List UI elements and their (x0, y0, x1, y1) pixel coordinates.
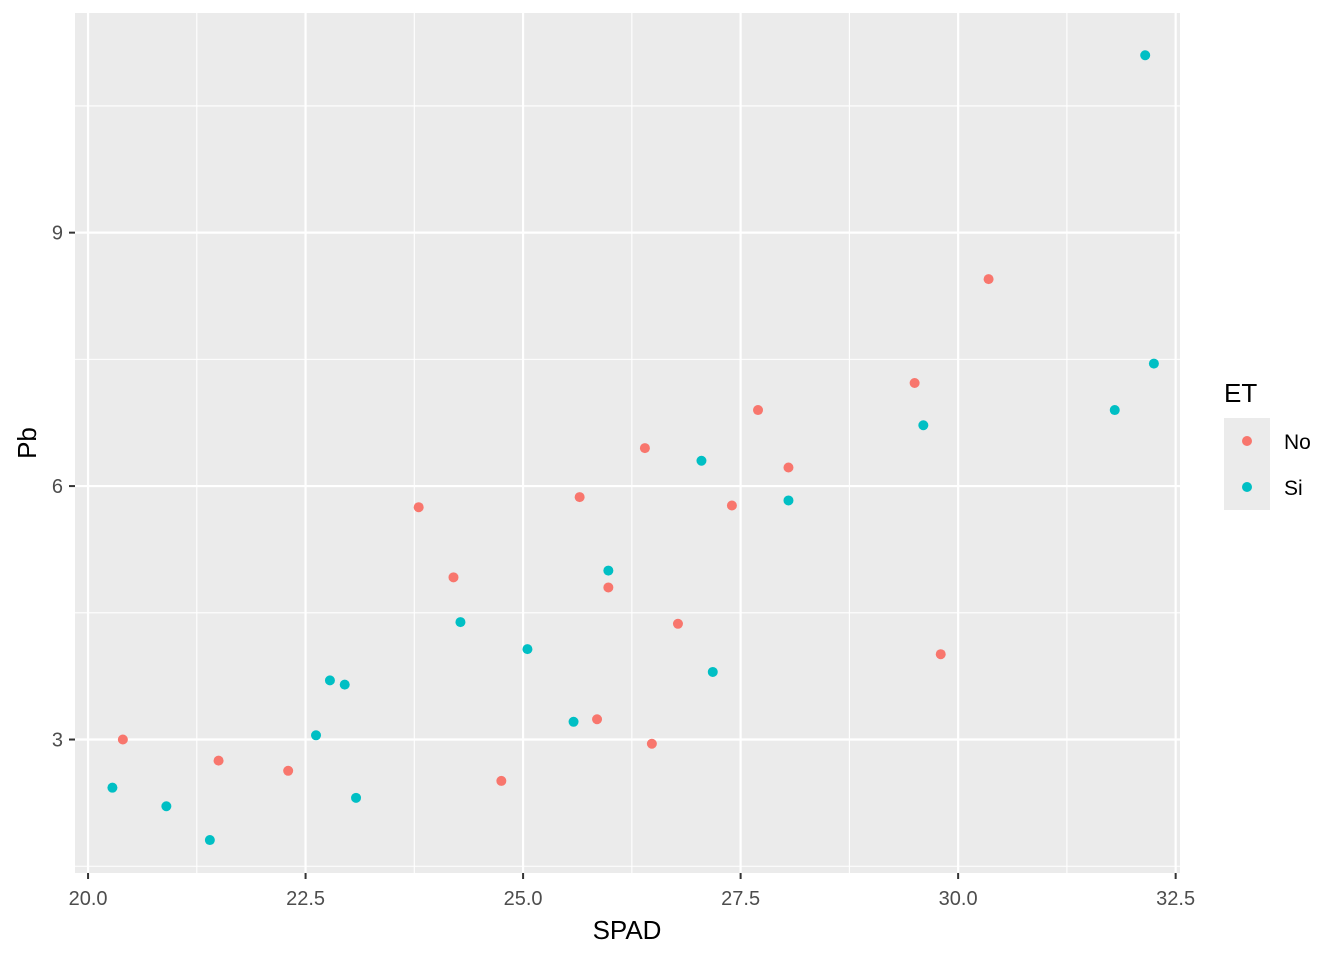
data-point-no (603, 582, 614, 593)
data-point-si (339, 679, 350, 690)
data-point-si (918, 420, 929, 431)
data-point-no (413, 502, 424, 513)
data-point-si (324, 675, 335, 686)
legend: ET No Si (1224, 378, 1311, 510)
x-tick-label: 30.0 (939, 888, 978, 910)
data-point-si (696, 455, 707, 466)
data-point-no (639, 443, 650, 454)
data-point-no (117, 734, 128, 745)
data-point-no (672, 618, 683, 629)
x-tick-label: 20.0 (69, 888, 108, 910)
major-gridlines (75, 13, 1180, 873)
x-axis-title: SPAD (593, 915, 662, 945)
data-point-si (568, 716, 579, 727)
x-axis: 20.0 22.5 25.0 27.5 30.0 32.5 (69, 873, 1195, 910)
legend-key-si (1242, 482, 1252, 492)
data-point-si (351, 792, 362, 803)
data-point-si (204, 835, 215, 846)
data-point-si (1148, 358, 1159, 369)
data-point-si (1109, 405, 1120, 416)
data-point-si (707, 666, 718, 677)
data-point-no (983, 274, 994, 285)
x-tick-label: 32.5 (1156, 888, 1195, 910)
y-axis: 3 6 9 (52, 223, 75, 752)
data-point-no (496, 775, 507, 786)
legend-title: ET (1224, 378, 1257, 408)
legend-label-si: Si (1284, 477, 1303, 500)
data-point-no (646, 738, 657, 749)
data-point-no (574, 492, 585, 503)
data-point-si (1140, 50, 1151, 61)
data-point-si (311, 730, 322, 741)
legend-key-no (1242, 436, 1252, 446)
y-axis-title: Pb (12, 427, 42, 459)
data-point-si (603, 565, 614, 576)
minor-gridlines (75, 13, 1180, 873)
data-point-no (213, 755, 224, 766)
data-point-si (522, 644, 533, 655)
data-point-si (455, 617, 466, 628)
legend-items: No Si (1242, 431, 1311, 500)
y-tick-label: 9 (52, 223, 63, 245)
legend-key-background (1224, 418, 1270, 510)
data-point-no (783, 462, 794, 473)
data-point-no (448, 572, 459, 583)
x-tick-label: 22.5 (286, 888, 325, 910)
legend-label-no: No (1284, 431, 1311, 454)
data-point-si (107, 782, 118, 793)
x-tick-label: 27.5 (721, 888, 760, 910)
data-point-no (592, 714, 603, 725)
data-point-no (283, 765, 294, 776)
data-points (107, 50, 1159, 846)
data-point-no (935, 649, 946, 660)
data-point-no (753, 405, 764, 416)
x-tick-label: 25.0 (504, 888, 543, 910)
y-tick-label: 3 (52, 730, 63, 752)
panel-background (75, 13, 1180, 873)
data-point-no (909, 378, 920, 389)
y-tick-label: 6 (52, 476, 63, 498)
data-point-si (783, 495, 794, 506)
data-point-no (726, 500, 737, 511)
data-point-si (161, 801, 172, 812)
